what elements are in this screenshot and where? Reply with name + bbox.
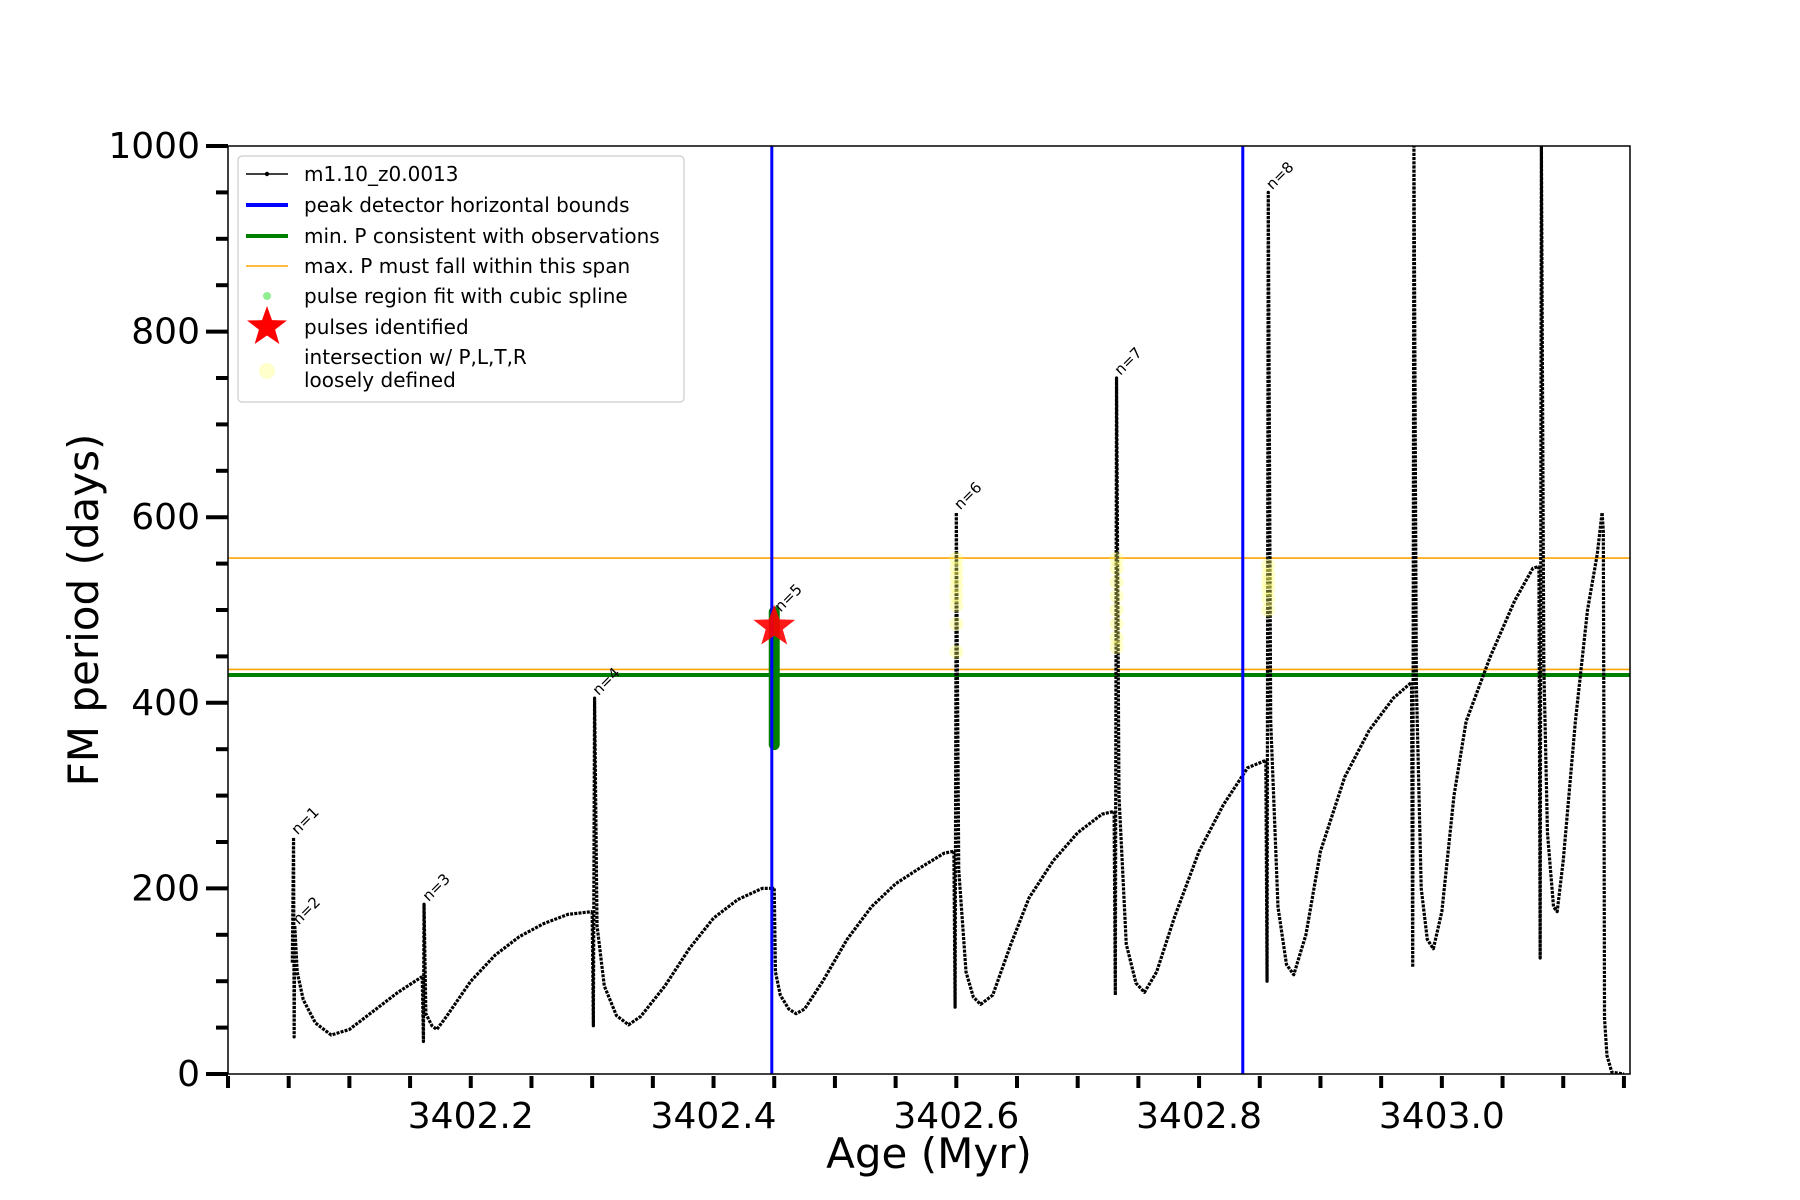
legend-entry-3: max. P must fall within this span	[246, 254, 630, 278]
intersection-marker-1-1	[1109, 630, 1124, 645]
series-0-segment-8	[1537, 146, 1625, 1074]
intersection-marker-1-7	[1109, 551, 1124, 566]
intersection-marker-1-5	[1109, 575, 1124, 590]
intersection-marker-0-6	[949, 561, 964, 576]
y-tick-label-5: 1000	[108, 126, 200, 167]
legend-label-6-line2: loosely defined	[304, 368, 456, 392]
series-0-segment-7	[1409, 146, 1540, 969]
annotation-6: n=7	[1111, 344, 1146, 379]
series-0-segment-1	[420, 902, 593, 1044]
y-tick-label-2: 400	[131, 683, 200, 724]
series-0-segment-4	[952, 510, 1115, 1009]
series-0-segment-0	[290, 835, 424, 1039]
intersection-marker-1-3	[1109, 603, 1124, 617]
annotation-5: n=6	[950, 478, 985, 513]
intersection-marker-2-0	[1261, 603, 1276, 617]
legend-entry-0: m1.10_z0.0013	[246, 162, 459, 186]
series-0-segment-3	[772, 849, 955, 1016]
x-tick-label-1: 3402.4	[651, 1096, 777, 1137]
y-axis-title: FM period (days)	[59, 434, 108, 787]
series-0-segment-6	[1264, 190, 1413, 983]
x-tick-label-3: 3402.8	[1136, 1096, 1262, 1137]
intersection-marker-0-0	[949, 644, 964, 659]
intersection-marker-2-5	[1261, 558, 1276, 573]
intersection-marker-1-6	[1109, 561, 1124, 576]
intersection-marker-2-2	[1261, 582, 1276, 597]
y-tick-label-0: 0	[177, 1054, 200, 1095]
annotation-2: n=3	[419, 870, 454, 905]
legend-label-3: max. P must fall within this span	[304, 254, 630, 278]
legend-label-1: peak detector horizontal bounds	[304, 193, 630, 217]
plot-area: n=1n=2n=3n=4n=5n=6n=7n=8	[228, 146, 1630, 1074]
y-tick-label-3: 600	[131, 497, 200, 538]
legend-dot-icon	[263, 292, 271, 300]
intersection-marker-1-2	[1109, 616, 1124, 631]
series-0-segment-5	[1112, 376, 1267, 997]
x-tick-label-2: 3402.6	[893, 1096, 1019, 1137]
legend-dot-icon	[264, 171, 270, 177]
intersection-marker-1-4	[1109, 589, 1124, 604]
y-tick-label-1: 200	[131, 868, 200, 909]
legend-entry-1: peak detector horizontal bounds	[246, 193, 630, 217]
annotation-0: n=1	[288, 803, 323, 838]
legend-entry-5: pulses identified	[247, 306, 469, 344]
intersection-marker-0-1	[949, 616, 964, 631]
x-tick-label-4: 3403.0	[1379, 1096, 1505, 1137]
intersection-marker-0-7	[949, 551, 964, 566]
legend-entry-4: pulse region fit with cubic spline	[263, 284, 628, 308]
legend-label-5: pulses identified	[304, 315, 469, 339]
annotation-7: n=8	[1262, 158, 1297, 193]
legend-label-2: min. P consistent with observations	[304, 224, 660, 248]
x-axis-title: Age (Myr)	[826, 1129, 1032, 1178]
intersection-marker-1-0	[1109, 640, 1124, 655]
legend-entry-2: min. P consistent with observations	[246, 224, 660, 248]
legend-label-6: intersection w/ P,L,T,R	[304, 345, 527, 369]
intersection-marker-0-3	[949, 589, 964, 604]
intersection-marker-2-3	[1261, 575, 1276, 590]
intersection-marker-2-1	[1261, 591, 1276, 606]
x-tick-label-0: 3402.2	[408, 1096, 534, 1137]
legend-frame	[237, 155, 685, 403]
intersection-marker-2-4	[1261, 567, 1276, 582]
axes: 3402.2 3402.4 3402.6 3402.8 3403.0 0 200 400 600…	[108, 126, 1626, 1137]
legend-circle-icon	[259, 363, 275, 379]
legend-label-0: m1.10_z0.0013	[304, 162, 459, 186]
legend-star-icon	[247, 306, 287, 344]
legend-label-4: pulse region fit with cubic spline	[304, 284, 628, 308]
pulse-star-0	[753, 604, 796, 645]
intersection-marker-0-2	[949, 598, 964, 613]
y-tick-label-4: 800	[131, 312, 200, 353]
intersection-marker-0-4	[949, 579, 964, 594]
intersection-marker-0-5	[949, 570, 964, 585]
series-0-segment-2	[590, 696, 775, 1028]
